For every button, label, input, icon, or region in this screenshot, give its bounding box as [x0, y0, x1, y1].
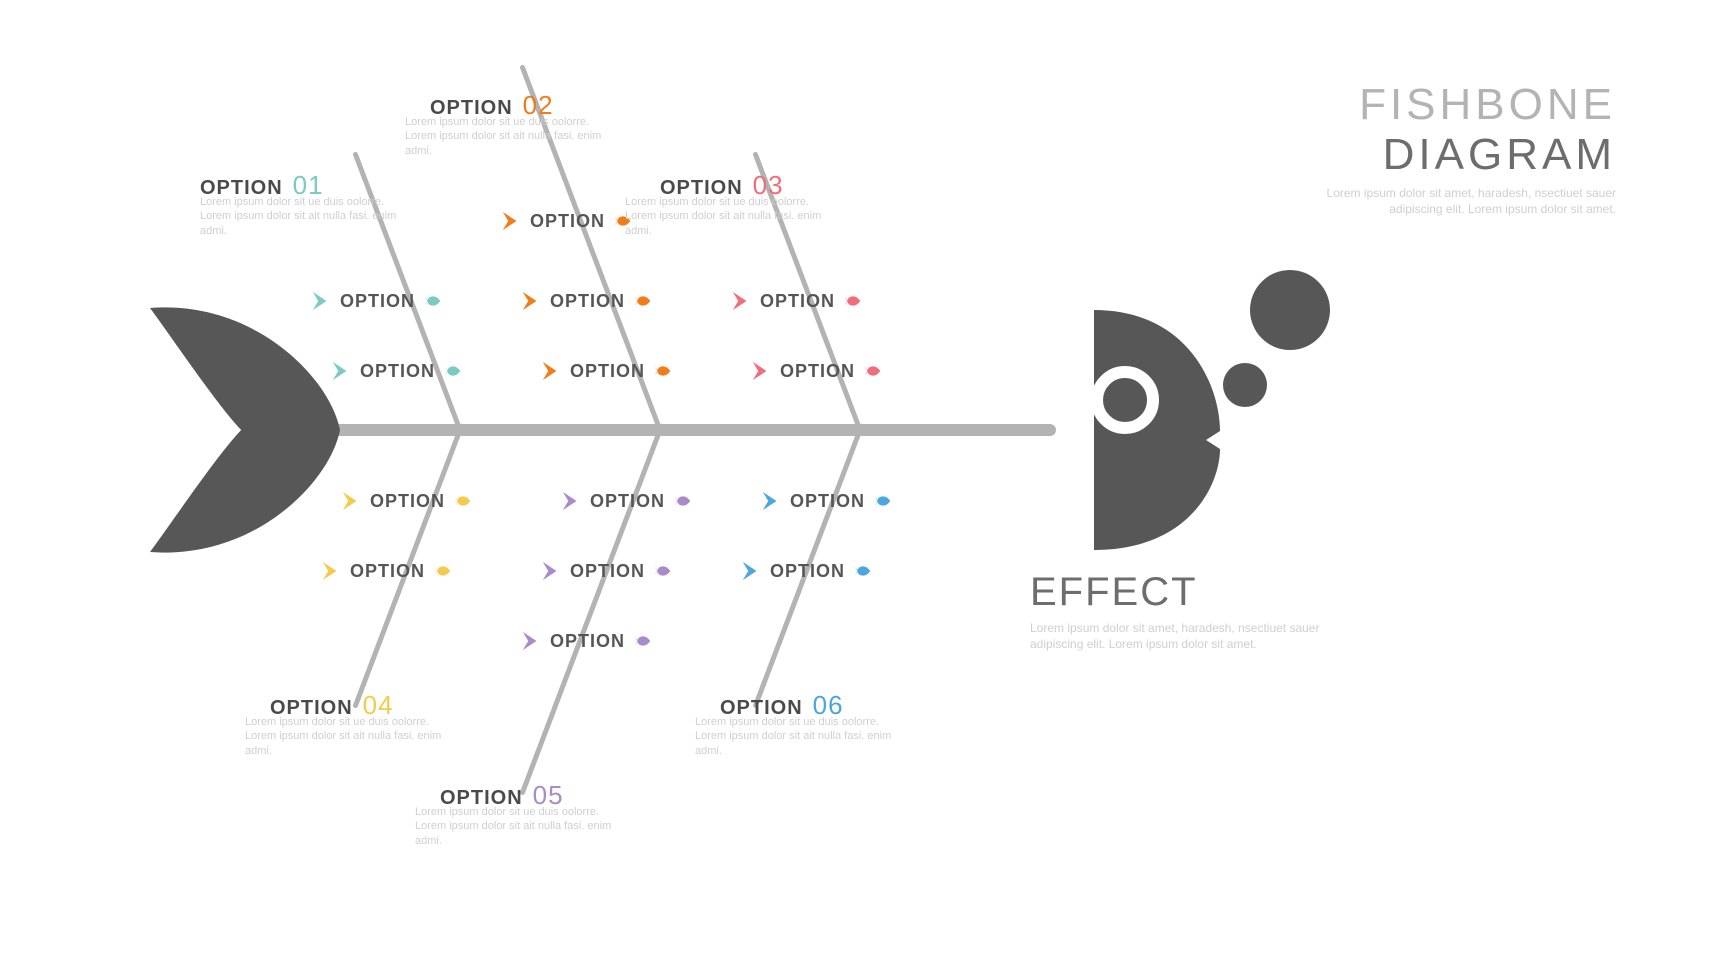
branch-02-sub-2: OPTION — [520, 290, 651, 312]
sub-option-label: OPTION — [550, 631, 625, 652]
chevron-icon — [740, 560, 762, 582]
sub-option-label: OPTION — [570, 561, 645, 582]
small-fish-icon — [673, 494, 691, 508]
branch-05-sub-1: OPTION — [560, 490, 691, 512]
chevron-icon — [520, 630, 542, 652]
chevron-icon — [330, 360, 352, 382]
chevron-icon — [320, 560, 342, 582]
sub-option-label: OPTION — [360, 361, 435, 382]
branch-05-sub-2: OPTION — [540, 560, 671, 582]
small-fish-icon — [453, 494, 471, 508]
small-fish-icon — [653, 364, 671, 378]
sub-option-label: OPTION — [590, 491, 665, 512]
chevron-icon — [730, 290, 752, 312]
small-fish-icon — [853, 564, 871, 578]
branch-04-sub-1: OPTION — [340, 490, 471, 512]
chevron-icon — [340, 490, 362, 512]
chevron-icon — [500, 210, 522, 232]
branch-01-sub-1: OPTION — [310, 290, 441, 312]
sub-option-label: OPTION — [340, 291, 415, 312]
branch-03-sub-1: OPTION — [730, 290, 861, 312]
small-fish-icon — [633, 634, 651, 648]
branch-04-sub-2: OPTION — [320, 560, 451, 582]
branch-06-description: Lorem ipsum dolor sit ue duis oolorre. L… — [695, 715, 895, 758]
chevron-icon — [560, 490, 582, 512]
branch-05-sub-3: OPTION — [520, 630, 651, 652]
branch-06-sub-2: OPTION — [740, 560, 871, 582]
chevron-icon — [520, 290, 542, 312]
small-fish-icon — [843, 294, 861, 308]
chevron-icon — [540, 560, 562, 582]
small-fish-icon — [433, 564, 451, 578]
small-fish-icon — [423, 294, 441, 308]
branch-01-sub-2: OPTION — [330, 360, 461, 382]
branches-container: OPTION01Lorem ipsum dolor sit ue duis oo… — [0, 0, 1736, 980]
small-fish-icon — [863, 364, 881, 378]
branch-01-description: Lorem ipsum dolor sit ue duis oolorre. L… — [200, 195, 400, 238]
chevron-icon — [540, 360, 562, 382]
branch-03-description: Lorem ipsum dolor sit ue duis oolorre. L… — [625, 195, 825, 238]
chevron-icon — [760, 490, 782, 512]
chevron-icon — [750, 360, 772, 382]
sub-option-label: OPTION — [790, 491, 865, 512]
branch-02-sub-1: OPTION — [500, 210, 631, 232]
sub-option-label: OPTION — [550, 291, 625, 312]
sub-option-label: OPTION — [770, 561, 845, 582]
branch-04-description: Lorem ipsum dolor sit ue duis oolorre. L… — [245, 715, 445, 758]
branch-05-description: Lorem ipsum dolor sit ue duis oolorre. L… — [415, 805, 615, 848]
small-fish-icon — [443, 364, 461, 378]
sub-option-label: OPTION — [530, 211, 605, 232]
sub-option-label: OPTION — [760, 291, 835, 312]
sub-option-label: OPTION — [350, 561, 425, 582]
small-fish-icon — [633, 294, 651, 308]
chevron-icon — [310, 290, 332, 312]
branch-06-sub-1: OPTION — [760, 490, 891, 512]
sub-option-label: OPTION — [570, 361, 645, 382]
branch-02-description: Lorem ipsum dolor sit ue duis oolorre. L… — [405, 115, 605, 158]
sub-option-label: OPTION — [780, 361, 855, 382]
small-fish-icon — [653, 564, 671, 578]
sub-option-label: OPTION — [370, 491, 445, 512]
small-fish-icon — [873, 494, 891, 508]
branch-03-sub-2: OPTION — [750, 360, 881, 382]
branch-02-sub-3: OPTION — [540, 360, 671, 382]
fishbone-diagram: FISHBONE DIAGRAM Lorem ipsum dolor sit a… — [0, 0, 1736, 980]
